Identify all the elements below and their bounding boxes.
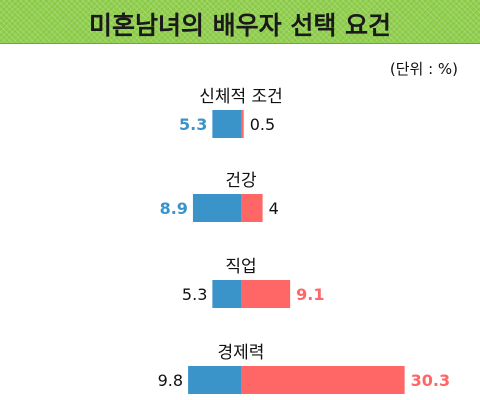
bar-left: [212, 280, 241, 308]
bar-right: [241, 280, 291, 308]
category-label: 신체적 조건: [199, 87, 283, 107]
bar-left: [188, 366, 241, 394]
bar-right: [241, 366, 405, 394]
chart-title: 미혼남녀의 배우자 선택 요건: [88, 11, 392, 40]
value-label-right: 30.3: [411, 371, 450, 390]
value-label-left: 5.3: [179, 115, 207, 134]
value-label-left: 9.8: [158, 371, 183, 390]
value-label-left: 8.9: [160, 199, 188, 218]
value-label-right: 0.5: [250, 115, 275, 134]
value-label-left: 5.3: [182, 285, 207, 304]
category-label: 경제력: [218, 343, 265, 363]
bar-left: [192, 194, 241, 222]
bar-right: [241, 110, 244, 138]
unit-note: (단위 : %): [389, 60, 458, 78]
category-label: 건강: [225, 171, 257, 191]
value-label-right: 4: [269, 199, 279, 218]
category-label: 직업: [225, 257, 256, 277]
bar-left: [212, 110, 241, 138]
title-banner: 미혼남녀의 배우자 선택 요건: [0, 0, 480, 44]
bar-right: [241, 194, 263, 222]
value-label-right: 9.1: [296, 285, 324, 304]
